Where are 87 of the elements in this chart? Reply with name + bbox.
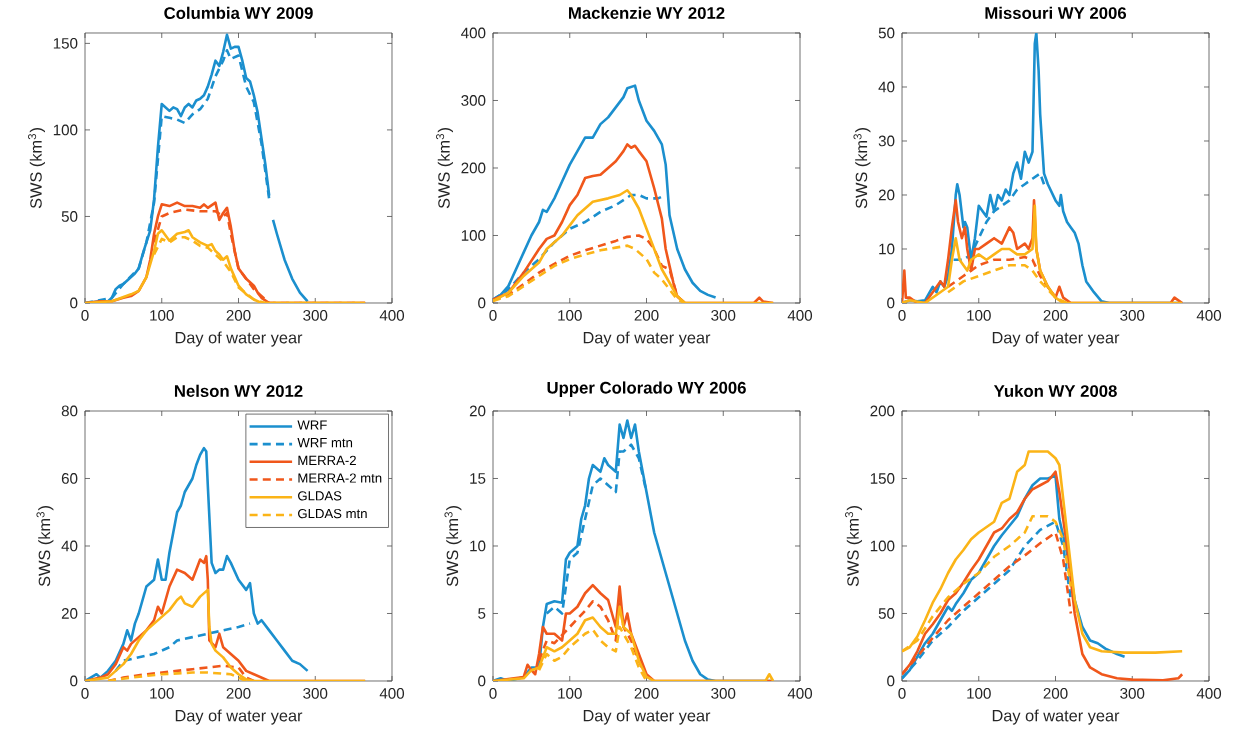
x-tick-label: 200 xyxy=(1043,310,1068,321)
x-tick-label: 300 xyxy=(303,310,328,321)
y-axis-title: SWS (km$^{3}$) xyxy=(28,128,46,209)
x-axis-title: Day of water year xyxy=(583,709,711,725)
y-tick-label: 300 xyxy=(461,95,486,106)
y-tick-label: 150 xyxy=(870,473,895,484)
x-tick-label: 100 xyxy=(558,310,582,321)
y-axis-title: SWS (km$^{3}$) xyxy=(853,128,871,209)
x-tick-label: 300 xyxy=(1120,688,1145,699)
y-tick-label: 200 xyxy=(461,162,486,174)
chart-title: Missouri WY 2006 xyxy=(985,6,1127,19)
y-tick-label: 40 xyxy=(61,540,78,552)
x-tick-label: 300 xyxy=(1120,310,1145,321)
x-tick-label: 0 xyxy=(489,688,497,699)
y-tick-label: 400 xyxy=(461,27,486,39)
y-tick-label: 100 xyxy=(461,230,486,241)
y-tick-label: 0 xyxy=(70,675,78,687)
y-tick-label: 200 xyxy=(870,405,895,417)
legend-label: MERRA-2 xyxy=(298,455,356,465)
y-tick-label: 30 xyxy=(878,135,895,147)
chart-title: Columbia WY 2009 xyxy=(164,6,313,19)
y-tick-label: 0 xyxy=(478,297,486,309)
y-tick-label: 20 xyxy=(878,189,895,201)
y-tick-label: 0 xyxy=(70,297,78,309)
y-tick-label: 60 xyxy=(61,473,78,484)
x-tick-label: 400 xyxy=(787,310,813,321)
y-tick-label: 15 xyxy=(470,473,486,484)
x-tick-label: 100 xyxy=(150,310,174,321)
chart-title: Upper Colorado WY 2006 xyxy=(547,381,746,397)
legend-label: GLDAS xyxy=(298,491,342,501)
y-tick-label: 5 xyxy=(478,608,486,619)
line-series xyxy=(946,172,1046,272)
x-axis-title: Day of water year xyxy=(992,331,1120,347)
legend-label: MERRA-2 mtn xyxy=(298,473,382,483)
legend-label: GLDAS mtn xyxy=(298,508,367,519)
y-tick-label: 50 xyxy=(878,608,895,619)
x-tick-label: 100 xyxy=(967,310,991,321)
x-tick-label: 400 xyxy=(787,688,813,699)
y-tick-label: 50 xyxy=(61,211,78,222)
y-tick-label: 10 xyxy=(470,540,486,552)
line-series xyxy=(493,605,775,681)
x-tick-label: 200 xyxy=(1043,688,1068,699)
y-tick-label: 50 xyxy=(878,27,895,39)
y-tick-label: 150 xyxy=(53,38,78,49)
x-tick-label: 300 xyxy=(303,688,328,699)
y-tick-label: 100 xyxy=(870,540,895,552)
x-axis-title: Day of water year xyxy=(583,331,711,347)
y-tick-label: 0 xyxy=(478,675,486,687)
y-tick-label: 0 xyxy=(887,297,895,309)
x-tick-label: 200 xyxy=(226,688,251,699)
x-tick-label: 400 xyxy=(379,688,405,699)
chart-title: Nelson WY 2012 xyxy=(174,384,303,397)
x-tick-label: 0 xyxy=(489,310,497,321)
legend-label: WRF xyxy=(297,420,327,430)
x-tick-label: 400 xyxy=(1196,688,1222,699)
y-axis-title: SWS (km$^{3}$) xyxy=(36,506,54,587)
x-tick-label: 100 xyxy=(150,688,174,699)
x-axis-title: Day of water year xyxy=(992,709,1120,725)
y-tick-label: 40 xyxy=(878,81,895,93)
chart-title: Yukon WY 2008 xyxy=(993,384,1117,397)
x-axis-title: Day of water year xyxy=(175,331,303,347)
x-axis-title: Day of water year xyxy=(175,709,303,725)
x-tick-label: 0 xyxy=(81,310,89,321)
y-tick-label: 10 xyxy=(879,243,895,255)
x-tick-label: 0 xyxy=(898,688,906,699)
x-tick-label: 200 xyxy=(634,310,659,321)
y-tick-label: 100 xyxy=(53,124,78,136)
y-axis-title: SWS (km$^{3}$) xyxy=(845,506,863,587)
x-tick-label: 300 xyxy=(711,688,736,699)
x-tick-label: 200 xyxy=(226,310,251,321)
y-tick-label: 80 xyxy=(61,405,78,417)
x-tick-label: 100 xyxy=(558,688,582,699)
x-tick-label: 300 xyxy=(711,310,736,321)
y-axis-title: SWS (km$^{3}$) xyxy=(444,506,462,587)
x-tick-label: 0 xyxy=(898,310,906,321)
line-series xyxy=(545,443,648,615)
x-tick-label: 200 xyxy=(634,688,659,699)
y-tick-label: 0 xyxy=(887,675,895,687)
y-tick-label: 20 xyxy=(469,405,486,417)
x-tick-label: 400 xyxy=(1196,310,1222,321)
x-tick-label: 100 xyxy=(967,688,991,699)
x-tick-label: 0 xyxy=(81,688,89,699)
chart-title: Mackenzie WY 2012 xyxy=(569,6,725,19)
x-tick-label: 400 xyxy=(379,310,405,321)
y-tick-label: 20 xyxy=(61,608,78,619)
legend-label: WRF mtn xyxy=(297,438,353,448)
y-axis-title: SWS (km$^{3}$) xyxy=(436,128,454,209)
